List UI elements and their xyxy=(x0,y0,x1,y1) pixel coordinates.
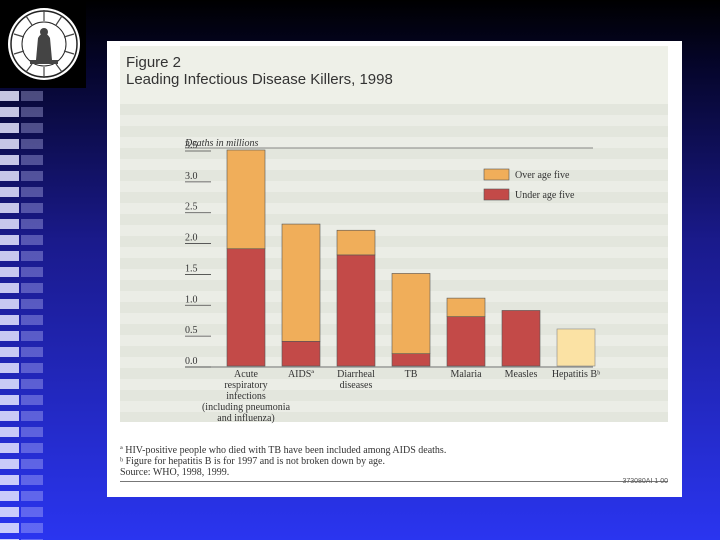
bar-over-five xyxy=(226,149,266,250)
y-tick-label: 0.0 xyxy=(185,356,198,367)
bar-over-five xyxy=(391,273,431,354)
y-tick-label: 2.0 xyxy=(185,233,198,244)
bar-hepatitis-b xyxy=(556,328,596,367)
category-label: Acute xyxy=(234,369,258,380)
y-tick-label: 3.0 xyxy=(185,171,198,182)
figure-card: Figure 2 Leading Infectious Disease Kill… xyxy=(107,41,682,497)
y-tick-label: 1.0 xyxy=(185,294,198,305)
category-label: diseases xyxy=(340,380,373,391)
legend-label: Under age five xyxy=(515,190,575,201)
y-tick-label: 0.5 xyxy=(185,325,198,336)
university-seal-icon xyxy=(8,8,80,80)
figure-code: 373080AI 1 00 xyxy=(622,478,668,485)
bar-chart: Deaths in millions 0.0 0.5 1.0 1.5 2.0 2.5 3.0… xyxy=(184,138,600,424)
y-tick-label: 3.5 xyxy=(185,140,198,151)
bar-under-five xyxy=(391,353,431,367)
category-label: and influenza) xyxy=(217,413,274,424)
footnote-a: ª HIV-positive people who died with TB h… xyxy=(120,445,447,456)
footnote-b: ᵇ Figure for hepatitis B is for 1997 and… xyxy=(120,456,385,467)
legend-swatch xyxy=(483,168,510,181)
category-label: TB xyxy=(405,369,418,380)
legend-swatch xyxy=(483,188,510,201)
bar-under-five xyxy=(336,254,376,367)
y-tick-label: 1.5 xyxy=(185,263,198,274)
category-label: AIDSª xyxy=(288,369,314,380)
category-label: respiratory xyxy=(224,380,267,391)
category-label: Measles xyxy=(505,369,538,380)
bar-over-five xyxy=(446,297,486,317)
left-decor-stripe xyxy=(0,88,19,540)
figure-header: Figure 2 Leading Infectious Disease Kill… xyxy=(120,46,668,104)
category-label: Hepatitis Bᵇ xyxy=(552,369,600,380)
category-label: Diarrheal xyxy=(337,369,375,380)
bar-under-five xyxy=(446,316,486,367)
plot-background xyxy=(120,104,668,422)
footnotes: ª HIV-positive people who died with TB h… xyxy=(120,445,520,478)
bar-over-five xyxy=(336,229,376,256)
bar-under-five xyxy=(281,341,321,367)
category-label: (including pneumonia xyxy=(202,402,291,413)
y-tick-label: 2.5 xyxy=(185,202,198,213)
source-note: Source: WHO, 1998, 1999. xyxy=(120,467,230,478)
y-axis-label: Deaths in millions xyxy=(184,138,258,149)
bottom-rule xyxy=(120,481,668,482)
figure-title: Leading Infectious Disease Killers, 1998 xyxy=(126,71,393,88)
bar-under-five xyxy=(226,248,266,367)
bar-over-five xyxy=(281,223,321,342)
category-label: Malaria xyxy=(450,369,482,380)
legend-label: Over age five xyxy=(515,170,570,181)
category-label: infections xyxy=(226,391,266,402)
bar-under-five xyxy=(501,310,541,367)
figure-number: Figure 2 xyxy=(126,54,182,71)
logo-panel xyxy=(0,0,86,88)
left-decor-stripe-secondary xyxy=(21,88,43,540)
